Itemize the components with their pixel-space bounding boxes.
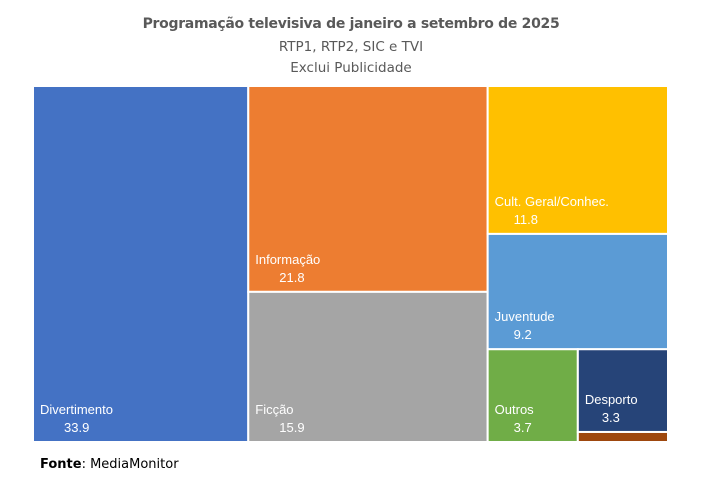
treemap-tile-other-small — [576, 430, 670, 444]
source-label: Fonte — [40, 457, 82, 472]
tile-label: Informação — [255, 252, 320, 267]
chart-subtitle-note: Exclui Publicidade — [290, 60, 412, 76]
tile-label: Desporto — [585, 392, 638, 407]
tile-label: Divertimento — [40, 402, 113, 417]
treemap-tile-cult-geral-conhec — [486, 85, 669, 235]
tile-value: 15.9 — [279, 420, 304, 435]
treemap-tile-juventude — [486, 232, 669, 351]
chart-title: Programação televisiva de janeiro a sete… — [142, 16, 560, 32]
source-note: Fonte: MediaMonitor — [40, 457, 179, 472]
treemap-tile-fic-o — [247, 290, 489, 443]
tile-value: 33.9 — [64, 420, 89, 435]
treemap-tile-outros — [486, 348, 579, 444]
treemap-tile-informa-o — [247, 85, 489, 293]
tile-label: Ficção — [255, 402, 293, 417]
tile-label: Juventude — [495, 309, 555, 324]
tile-label: Cult. Geral/Conhec. — [495, 194, 609, 209]
treemap-tile-desporto — [576, 348, 670, 433]
tile-value: 3.7 — [514, 420, 532, 435]
chart-subtitle-channels: RTP1, RTP2, SIC e TVI — [278, 39, 424, 55]
tile-value: 3.3 — [602, 410, 620, 425]
tile-label: Outros — [495, 402, 535, 417]
tile-value: 11.8 — [514, 212, 538, 227]
treemap-tile-divertimento — [32, 85, 250, 443]
source-text: : MediaMonitor — [81, 457, 179, 472]
tile-value: 21.8 — [279, 270, 304, 285]
tile-value: 9.2 — [514, 327, 532, 342]
